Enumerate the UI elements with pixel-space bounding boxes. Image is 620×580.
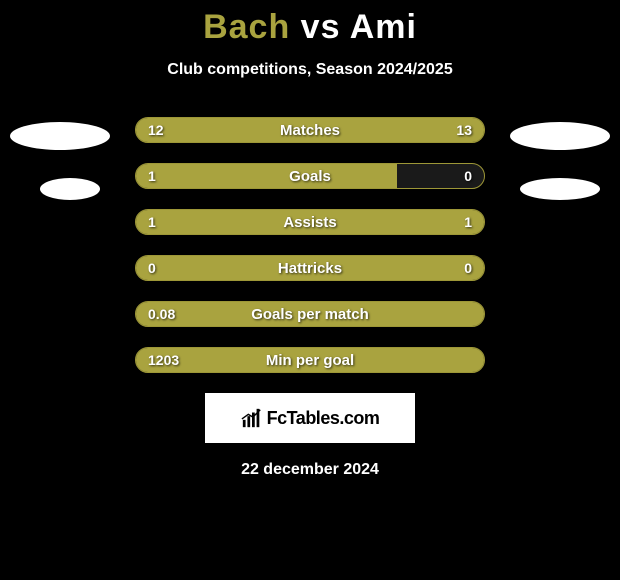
stat-row: 12Matches13 [135,117,485,143]
stat-row: 0.08Goals per match [135,301,485,327]
comparison-title: Bach vs Ami [0,0,620,47]
player1-name: Bach [203,8,290,46]
source-logo: FcTables.com [241,407,380,429]
source-logo-text: FcTables.com [267,408,380,429]
vs-text: vs [301,8,341,46]
snapshot-date: 22 december 2024 [0,461,620,479]
stats-chart: 12Matches131Goals01Assists10Hattricks00.… [0,117,620,373]
source-logo-box: FcTables.com [205,393,415,443]
stat-label: Assists [136,210,484,234]
stat-row: 1Assists1 [135,209,485,235]
stat-value-right: 13 [456,118,472,142]
stat-label: Hattricks [136,256,484,280]
chart-icon [241,407,263,429]
stat-value-right: 0 [464,164,472,188]
stat-value-right: 1 [464,210,472,234]
stat-value-right: 0 [464,256,472,280]
stat-row: 0Hattricks0 [135,255,485,281]
stat-label: Matches [136,118,484,142]
stat-label: Goals per match [136,302,484,326]
subtitle: Club competitions, Season 2024/2025 [0,61,620,79]
stat-row: 1Goals0 [135,163,485,189]
stat-label: Goals [136,164,484,188]
stat-row: 1203Min per goal [135,347,485,373]
player2-name: Ami [350,8,417,46]
stat-label: Min per goal [136,348,484,372]
